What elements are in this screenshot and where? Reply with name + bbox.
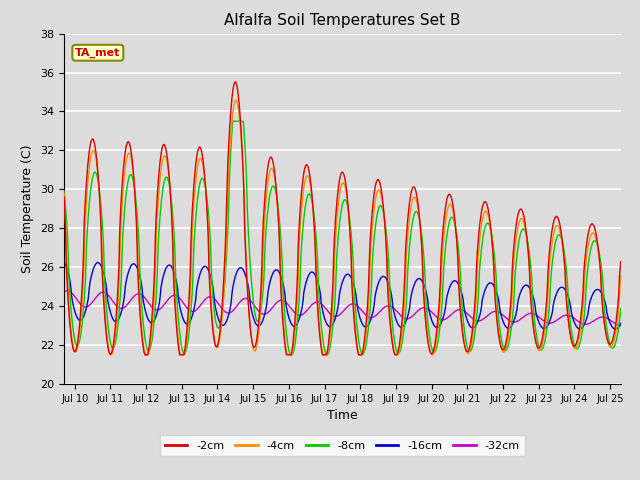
- Title: Alfalfa Soil Temperatures Set B: Alfalfa Soil Temperatures Set B: [224, 13, 461, 28]
- X-axis label: Time: Time: [327, 409, 358, 422]
- Y-axis label: Soil Temperature (C): Soil Temperature (C): [22, 144, 35, 273]
- Legend: -2cm, -4cm, -8cm, -16cm, -32cm: -2cm, -4cm, -8cm, -16cm, -32cm: [159, 435, 525, 456]
- Text: TA_met: TA_met: [75, 48, 120, 58]
